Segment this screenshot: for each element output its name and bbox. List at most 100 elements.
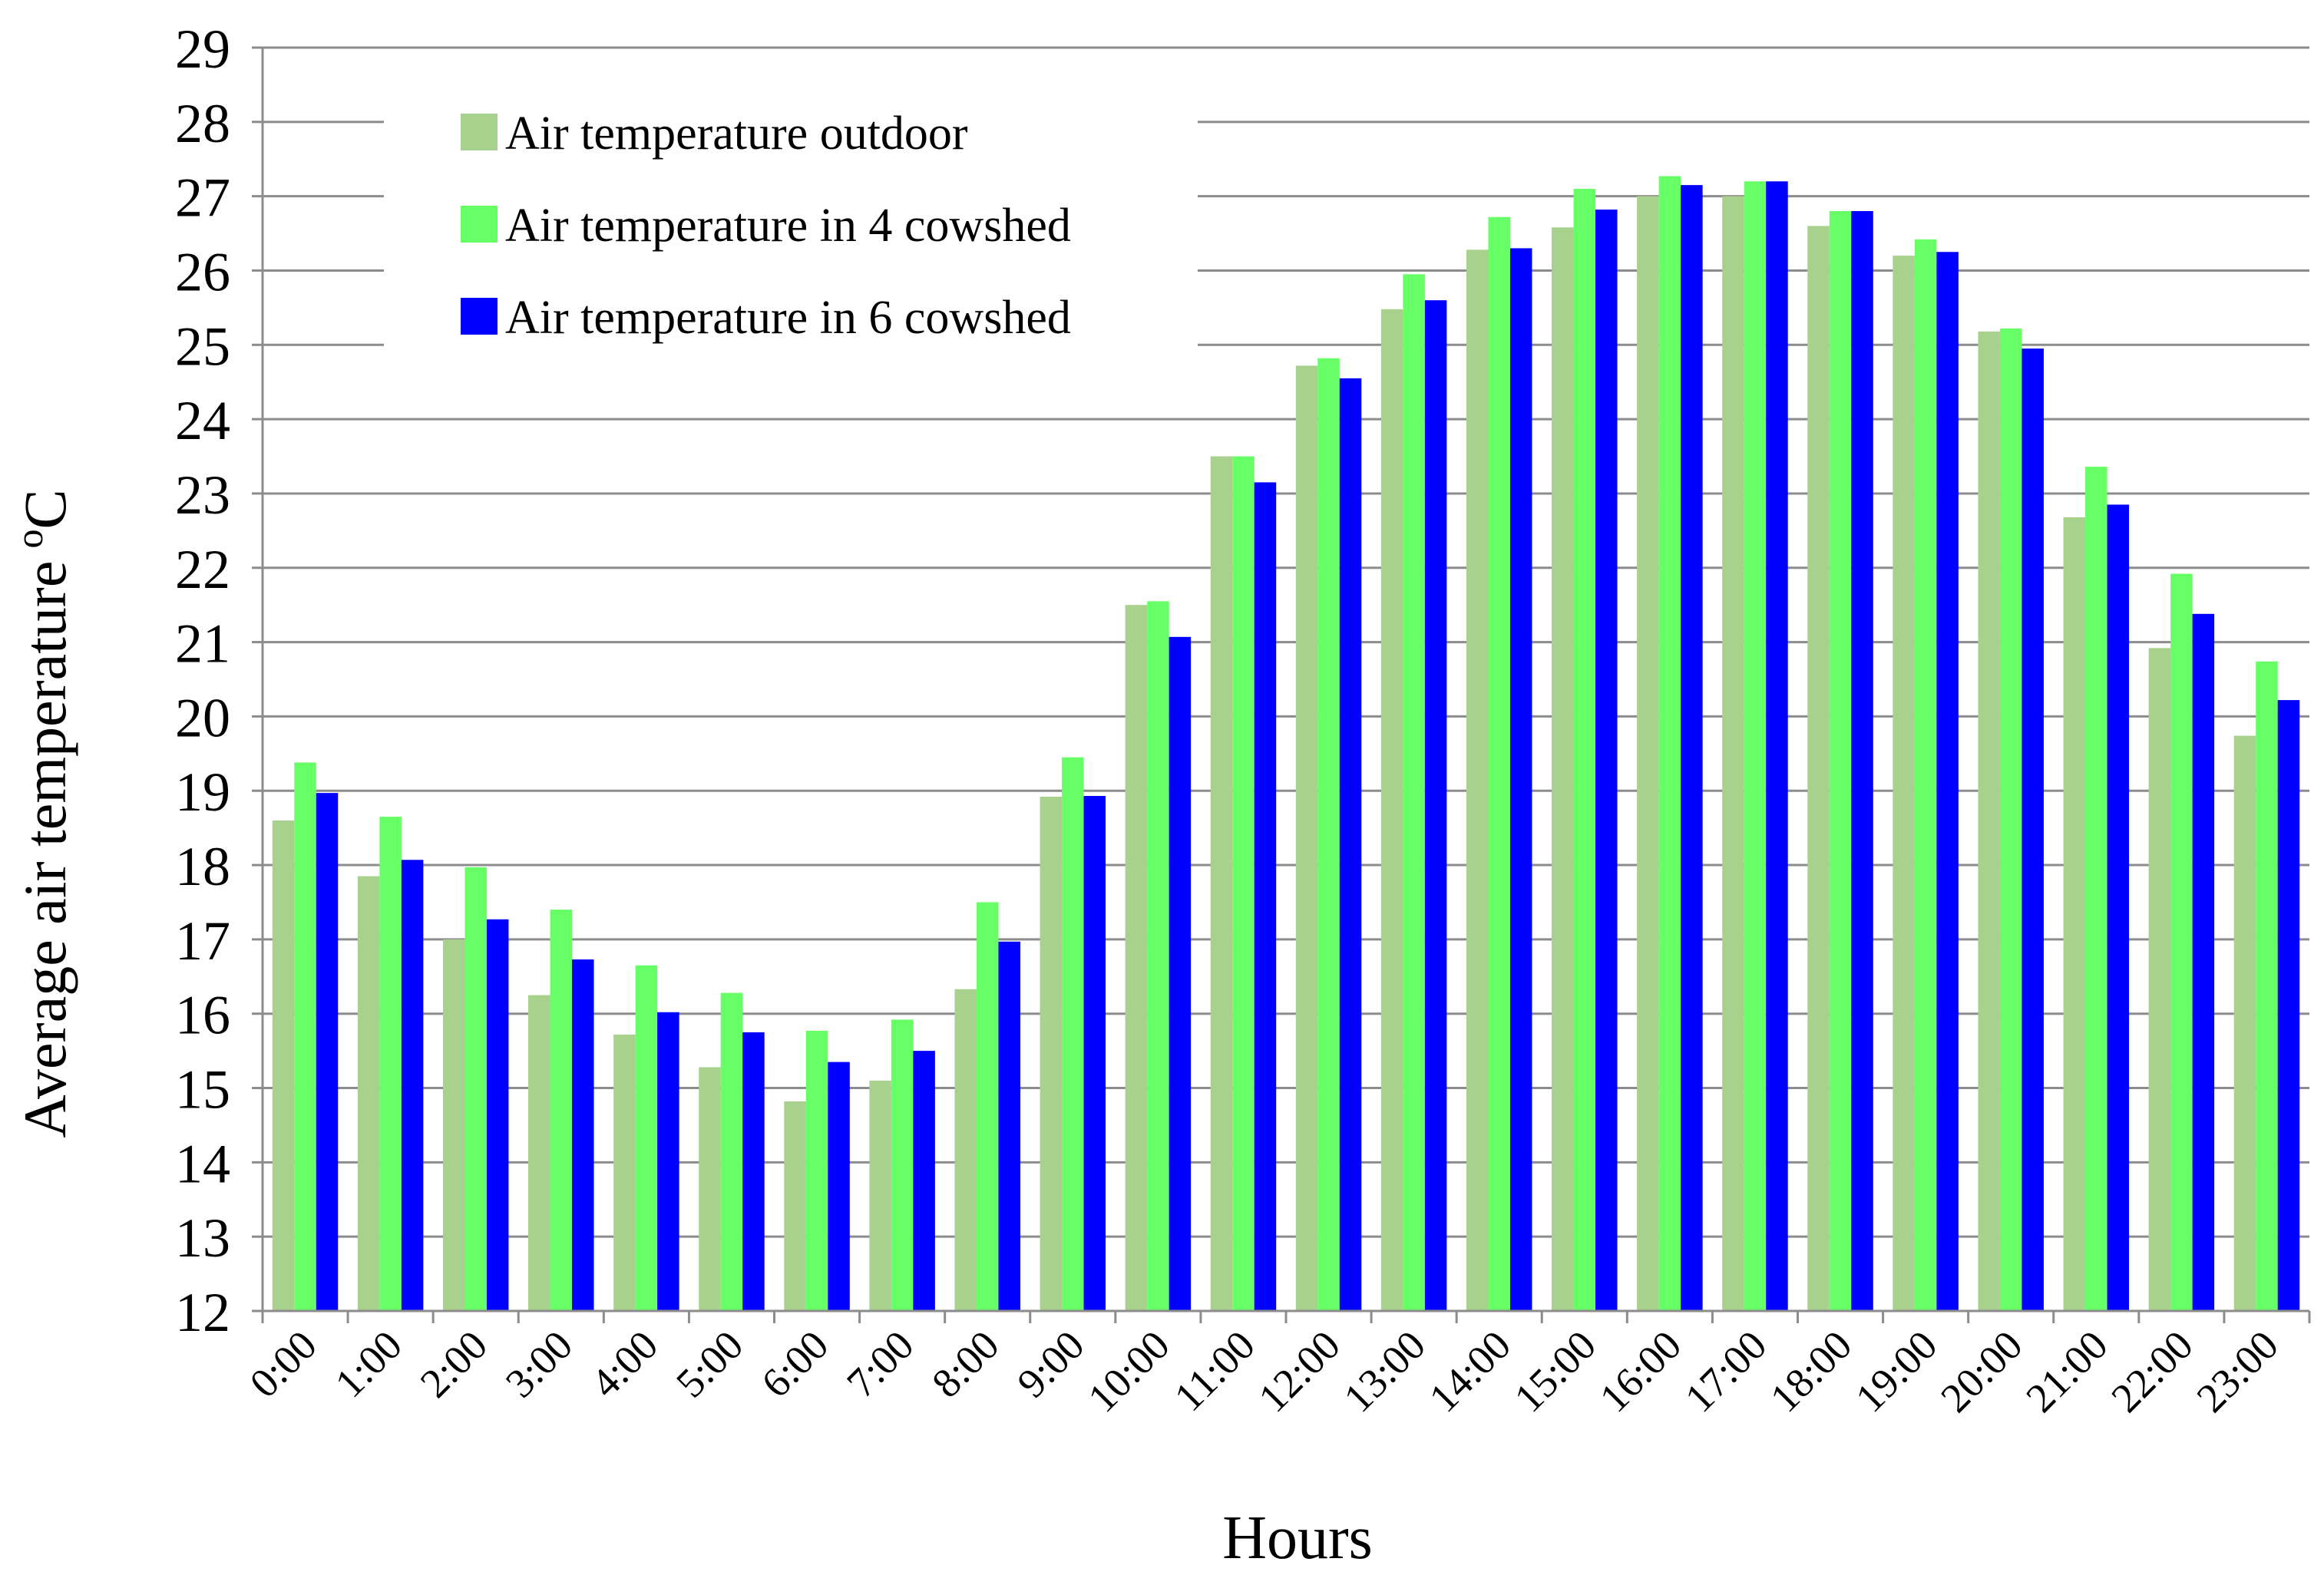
bar-2-900 — [1062, 757, 1084, 1311]
bar-3-1300 — [1424, 300, 1447, 1312]
bar-3-900 — [1083, 796, 1106, 1311]
bar-3-2000 — [2022, 348, 2044, 1312]
bar-1-1500 — [1552, 227, 1574, 1311]
y-tick-label: 15 — [175, 1059, 230, 1121]
bar-2-000 — [294, 762, 316, 1311]
x-tick-labels: 0:00 1:00 2:00 3:00 4:00 5:00 6:00 7:00 8:00 9:00… — [241, 1322, 2287, 1421]
x-tick-label: 10:00 — [1079, 1322, 1178, 1421]
bar-3-1700 — [1766, 181, 1788, 1311]
x-tick-label: 21:00 — [2017, 1322, 2116, 1421]
x-tick-label: 5:00 — [667, 1322, 752, 1406]
bar-1-2100 — [2063, 517, 2086, 1311]
bar-1-2300 — [2233, 735, 2256, 1311]
bar-1-800 — [954, 989, 977, 1311]
bar-2-400 — [635, 965, 658, 1311]
x-tick-label: 16:00 — [1591, 1322, 1690, 1421]
bar-3-1200 — [1339, 378, 1362, 1311]
bar-3-2200 — [2192, 613, 2215, 1311]
bar-2-1500 — [1573, 188, 1596, 1311]
bar-1-400 — [613, 1034, 636, 1311]
bar-2-1400 — [1488, 216, 1510, 1311]
bar-1-700 — [869, 1080, 891, 1311]
y-tick-label: 18 — [175, 836, 230, 897]
x-tick-label: 20:00 — [1932, 1322, 2031, 1421]
bar-3-200 — [486, 919, 509, 1311]
bar-2-100 — [379, 817, 402, 1311]
bar-2-1000 — [1147, 601, 1169, 1311]
bar-2-2000 — [1999, 328, 2022, 1312]
legend-swatch-3 — [461, 298, 498, 335]
x-tick-label: 18:00 — [1761, 1322, 1860, 1421]
x-axis-title: Hours — [1222, 1504, 1373, 1572]
x-tick-label: 19:00 — [1846, 1322, 1945, 1421]
bar-1-1200 — [1295, 365, 1318, 1312]
y-tick-label: 21 — [175, 613, 230, 675]
bar-2-600 — [805, 1030, 828, 1311]
bar-3-2300 — [2277, 700, 2300, 1311]
y-tick-label: 28 — [175, 93, 230, 154]
y-tick-label: 27 — [175, 167, 230, 229]
y-tick-label: 23 — [175, 464, 230, 526]
bar-2-800 — [976, 902, 999, 1311]
bar-2-1200 — [1317, 358, 1340, 1311]
bar-3-1400 — [1509, 248, 1532, 1311]
bar-1-1400 — [1466, 249, 1489, 1311]
bar-3-000 — [316, 793, 339, 1311]
bar-2-2100 — [2085, 467, 2107, 1311]
bar-2-1100 — [1232, 456, 1255, 1311]
x-tick-label: 13:00 — [1335, 1322, 1434, 1421]
y-tick-label: 26 — [175, 241, 230, 302]
bar-3-600 — [828, 1062, 850, 1311]
bar-3-700 — [913, 1051, 935, 1311]
y-tick-labels: 12 13 14 15 16 17 18 19 20 21 22 23 24 25 26 27 28 29 — [175, 18, 230, 1343]
y-axis-title: Average air temperature oC — [8, 489, 78, 1138]
bar-2-1300 — [1403, 274, 1425, 1311]
x-tick-label: 22:00 — [2102, 1322, 2201, 1421]
legend-label-2: Air temperature in 4 cowshed — [505, 200, 1071, 252]
y-tick-label: 13 — [175, 1207, 230, 1269]
x-tick-label: 7:00 — [838, 1322, 922, 1406]
x-tick-label: 6:00 — [752, 1322, 837, 1406]
x-tick-label: 12:00 — [1250, 1322, 1349, 1421]
x-tick-label: 3:00 — [497, 1322, 581, 1406]
bar-3-2100 — [2107, 504, 2130, 1311]
y-tick-label: 25 — [175, 315, 230, 377]
bar-1-1700 — [1722, 196, 1744, 1311]
bar-1-1000 — [1125, 605, 1148, 1311]
bar-2-200 — [464, 867, 487, 1311]
legend-background — [384, 92, 1198, 353]
bar-1-500 — [699, 1067, 721, 1311]
bar-2-2200 — [2170, 573, 2193, 1311]
x-tick-label: 15:00 — [1506, 1322, 1605, 1421]
y-tick-label: 16 — [175, 985, 230, 1046]
x-tick-label: 17:00 — [1676, 1322, 1775, 1421]
bar-3-300 — [572, 959, 594, 1311]
bar-1-1800 — [1807, 226, 1830, 1311]
bar-1-300 — [528, 995, 550, 1311]
bar-1-2200 — [2148, 648, 2171, 1311]
bar-1-1900 — [1893, 256, 1915, 1311]
bar-3-1600 — [1681, 185, 1703, 1311]
bar-3-1900 — [1936, 252, 1959, 1312]
legend: Air temperature outdoor Air temperature i… — [384, 92, 1198, 353]
y-axis-title-group: Average air temperature oC — [8, 489, 78, 1138]
bar-2-500 — [720, 992, 743, 1311]
bar-2-300 — [550, 910, 573, 1311]
y-axis-unit: C — [12, 489, 78, 529]
x-tick-label: 11:00 — [1165, 1322, 1264, 1420]
x-tick-label: 14:00 — [1420, 1322, 1519, 1421]
legend-swatch-1 — [461, 114, 498, 150]
bar-2-1800 — [1829, 211, 1852, 1312]
x-tick-label: 9:00 — [1008, 1322, 1093, 1406]
bar-1-900 — [1040, 796, 1063, 1311]
bar-3-1500 — [1595, 210, 1618, 1311]
bar-2-1600 — [1658, 176, 1681, 1312]
bar-3-500 — [742, 1032, 765, 1311]
bar-1-000 — [272, 820, 295, 1311]
bar-2-2300 — [2256, 661, 2278, 1311]
x-tick-label: 4:00 — [582, 1322, 666, 1406]
bar-3-1800 — [1851, 211, 1873, 1312]
y-tick-label: 22 — [175, 539, 230, 600]
bar-2-700 — [891, 1019, 914, 1311]
bar-1-200 — [442, 939, 465, 1311]
